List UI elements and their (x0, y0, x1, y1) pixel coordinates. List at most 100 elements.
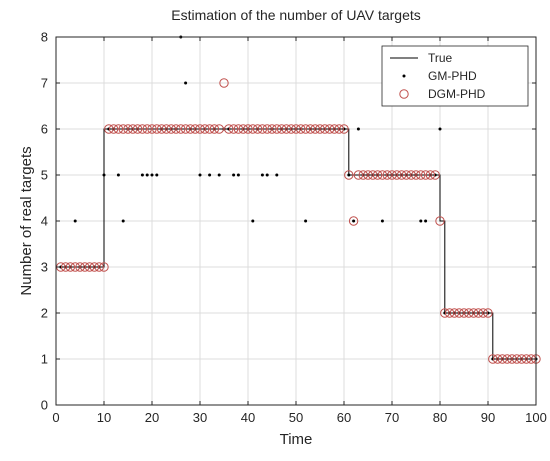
dgm-phd-point (185, 124, 196, 134)
legend-dot-gm-phd (402, 74, 406, 78)
dgm-phd-point (108, 124, 119, 134)
axes (55, 36, 537, 406)
x-tick-label: 60 (337, 410, 351, 425)
y-tick-label: 3 (41, 260, 48, 275)
gm-phd-point (73, 219, 77, 223)
dgm-phd-point (464, 308, 474, 318)
dgm-phd-point (243, 124, 253, 134)
dgm-phd-point (392, 170, 402, 180)
dgm-phd-point (267, 124, 277, 134)
dgm-phd-point (468, 308, 479, 318)
gm-phd-point (356, 127, 360, 131)
dgm-phd-point (142, 124, 152, 134)
dgm-phd-point (329, 124, 340, 134)
dgm-phd-point (401, 170, 412, 180)
gm-phd-point (352, 219, 356, 223)
gm-phd-point (140, 173, 144, 177)
dgm-phd-point (286, 124, 296, 134)
gm-phd-point (155, 173, 159, 177)
legend: True GM-PHD DGM-PHD (381, 45, 529, 107)
y-tick-label: 7 (41, 76, 48, 91)
dgm-phd-point (104, 124, 114, 134)
gm-phd-point (265, 173, 269, 177)
dgm-phd-point (492, 354, 503, 364)
y-tick-label: 4 (41, 214, 48, 229)
y-tick-label: 5 (41, 168, 48, 183)
x-tick-label: 50 (289, 410, 303, 425)
gm-phd-point (275, 173, 279, 177)
dgm-phd-point (305, 124, 316, 134)
gm-phd-point (102, 173, 106, 177)
dgm-phd-point (440, 308, 450, 318)
dgm-phd-point (238, 124, 248, 134)
dgm-phd-point (89, 262, 100, 272)
dgm-phd-point (411, 170, 421, 180)
dgm-phd-point (368, 170, 378, 180)
dgm-phd-point (449, 308, 460, 318)
dgm-phd-point (435, 216, 445, 226)
gm-phd-point (260, 173, 264, 177)
x-axis-label: Time (280, 431, 313, 448)
gm-phd-point (232, 173, 236, 177)
legend-box (381, 45, 529, 107)
dgm-phd-point (84, 262, 95, 272)
dgm-phd-point (363, 170, 373, 180)
dgm-phd-point (233, 124, 244, 134)
dgm-phd-point (128, 124, 138, 134)
dgm-phd-point (353, 170, 364, 180)
gm-phd-point (145, 173, 149, 177)
dgm-phd-point (276, 124, 287, 134)
dgm-phd-point (512, 354, 522, 364)
dgm-phd-point (176, 124, 186, 134)
dgm-phd-point (80, 262, 90, 272)
gm-phd-point (347, 173, 351, 177)
dgm-phd-point (195, 124, 205, 134)
gm-phd-point (121, 219, 125, 223)
tick-labels: 0 10 20 30 40 50 60 70 80 90 100 0 1 2 3 4 5 6 7 8 (41, 30, 547, 426)
dgm-phd-point (219, 78, 229, 88)
dgm-phd-point (507, 354, 517, 364)
x-tick-label: 40 (241, 410, 255, 425)
dgm-phd-point (339, 124, 349, 134)
x-tick-label: 80 (433, 410, 447, 425)
dgm-phd-point (161, 124, 172, 134)
dgm-phd-point (315, 124, 325, 134)
dgm-phd-point (272, 124, 282, 134)
dgm-phd-point (60, 262, 71, 272)
dgm-phd-point (372, 170, 383, 180)
true-step-line (60, 128, 536, 360)
dgm-phd-point (444, 308, 455, 318)
dgm-phd-point (123, 124, 133, 134)
dgm-phd-point (171, 124, 181, 134)
dgm-phd-point (224, 124, 234, 134)
dgm-phd-point (75, 262, 85, 272)
dgm-phd-point (200, 124, 210, 134)
gm-phd-point (208, 173, 212, 177)
dgm-phd-point (416, 170, 426, 180)
dgm-phd-point (459, 308, 469, 318)
dgm-phd-point (65, 262, 76, 272)
dgm-phd-point (502, 354, 512, 364)
gm-phd-point (198, 173, 202, 177)
dgm-phd-point (454, 308, 464, 318)
gm-phd-point (251, 219, 255, 223)
dgm-phd-point (483, 308, 493, 318)
dgm-phd-point (252, 124, 263, 134)
dgm-phd-point (488, 354, 498, 364)
dgm-phd-point (497, 354, 508, 364)
dgm-phd-point (262, 124, 272, 134)
x-tick-label: 90 (481, 410, 495, 425)
legend-label: DGM-PHD (428, 87, 486, 101)
y-tick-label: 0 (41, 398, 48, 413)
x-tick-label: 0 (52, 410, 59, 425)
dgm-phd-point (310, 124, 320, 134)
dgm-phd-point (521, 354, 532, 364)
chart-title: Estimation of the number of UAV targets (171, 7, 421, 23)
dgm-phd-point (132, 124, 143, 134)
dgm-phd-point (425, 170, 436, 180)
legend-label: GM-PHD (428, 69, 477, 83)
dgm-phd-point (214, 124, 224, 134)
dgm-phd-point (94, 262, 104, 272)
gm-phd-point (380, 219, 384, 223)
dgm-phd-point (296, 124, 306, 134)
